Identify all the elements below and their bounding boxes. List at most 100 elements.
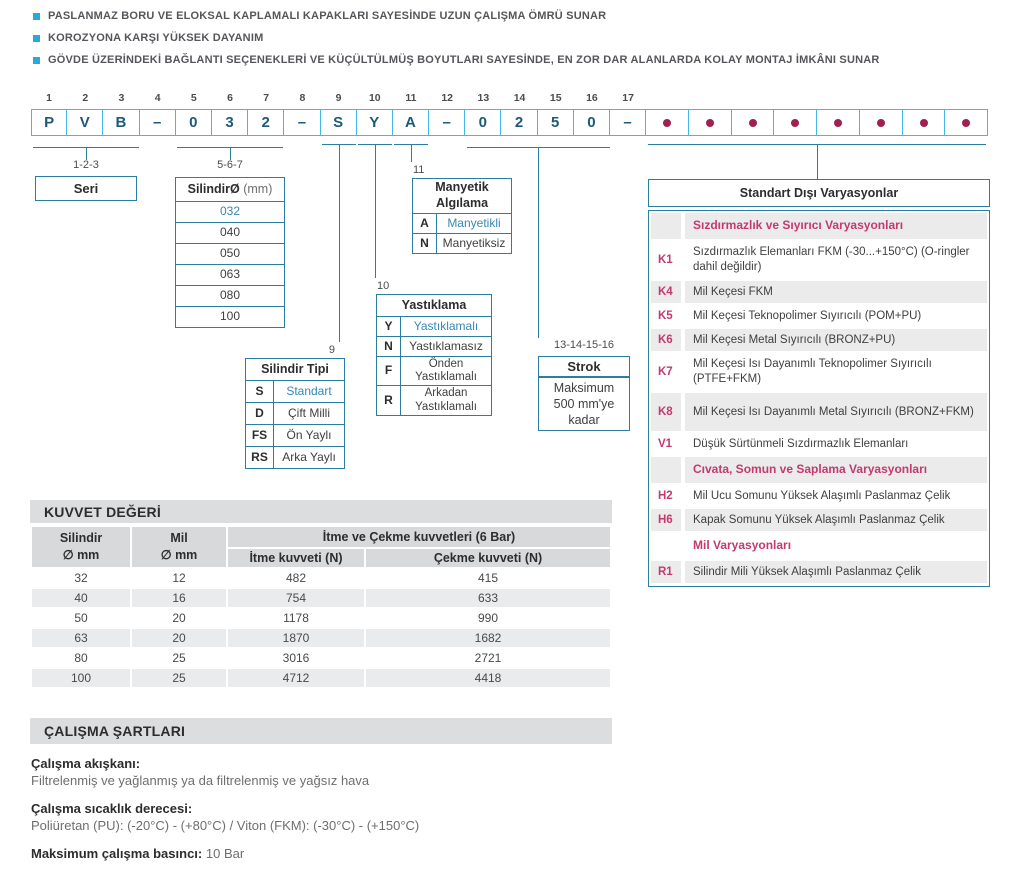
- variation-row: K7 Mil Keçesi Isı Dayanımlı Teknopolimer …: [658, 358, 932, 385]
- force-table: Silindir ∅ mm Mil ∅ mm İtme ve Çekme kuvve…: [30, 525, 612, 689]
- option-label: Arkadan Yastıklamalı: [400, 385, 492, 416]
- code-position-number: 6: [227, 92, 233, 104]
- code-char: S: [319, 109, 357, 136]
- feature-text: KOROZYONA KARŞI YÜKSEK DAYANIM: [48, 32, 264, 44]
- option-code: RS: [245, 446, 274, 469]
- col-header-cylinder: Silindir ∅ mm: [32, 527, 130, 567]
- option-code: A: [412, 213, 437, 234]
- code-cell: 15 5: [536, 92, 574, 136]
- option-label: Çift Milli: [273, 402, 345, 425]
- diameter-option: 063: [175, 264, 285, 286]
- col-header-rod: Mil ∅ mm: [132, 527, 226, 567]
- variation-row: H6 Kapak Somunu Yüksek Alaşımlı Paslanmaz…: [651, 509, 987, 531]
- variations-subheader: Cıvata, Somun ve Saplama Varyasyonları: [651, 457, 987, 483]
- option-label: Ön Yaylı: [273, 424, 345, 447]
- code-cell: 12 –: [428, 92, 466, 136]
- table-row: 100 25 4712 4418: [32, 669, 610, 687]
- code-cell-variation: [901, 92, 946, 136]
- diameter-option: 040: [175, 222, 285, 244]
- table-header: SilindirØ (mm): [175, 177, 285, 202]
- variation-row: R1 Silindir Mili Yüksek Alaşımlı Paslanma…: [651, 561, 987, 583]
- option-label: Yastıklamalı: [400, 316, 492, 337]
- code-cell: 8–: [283, 92, 321, 136]
- force-section-title: KUVVET DEĞERİ: [30, 500, 612, 523]
- code-char: 0: [174, 109, 212, 136]
- feature-text: GÖVDE ÜZERİNDEKİ BAĞLANTI SEÇENEKLERİ VE…: [48, 54, 880, 66]
- code-cell: 14 2: [500, 92, 538, 136]
- cylinder-diameter-table: SilindirØ (mm) 032 040 050 063 080 100: [175, 177, 285, 328]
- code-cell-variation: [858, 92, 903, 136]
- col-header-push: İtme kuvveti (N): [228, 549, 364, 567]
- bullet-square-icon: [33, 56, 40, 64]
- option-code: N: [412, 233, 437, 254]
- code-char: 0: [464, 109, 502, 136]
- connector-line: [230, 147, 231, 160]
- variation-dot-icon: [791, 118, 800, 127]
- code-cell-variation: [687, 92, 732, 136]
- variations-subheader: Mil Varyasyonları: [693, 538, 792, 553]
- cylinder-type-table: Silindir Tipi S Standart D Çift Milli FS Ön…: [245, 358, 345, 469]
- diameter-option: 100: [175, 306, 285, 328]
- option-label: Önden Yastıklamalı: [400, 355, 492, 387]
- table-header: Manyetik Algılama: [412, 178, 512, 214]
- code-position-number: 2: [82, 92, 89, 104]
- col-header-pull: Çekme kuvveti (N): [366, 549, 610, 567]
- variation-dot-icon: [876, 118, 885, 127]
- option-label: Yastıklamasız: [400, 336, 492, 357]
- code-char: Y: [355, 109, 393, 136]
- variation-dot-icon: [663, 118, 672, 127]
- option-code: S: [245, 380, 274, 403]
- code-cell: 13 0: [464, 92, 502, 136]
- code-char: –: [283, 109, 321, 136]
- code-cell-variation: [645, 92, 689, 136]
- code-char: V: [66, 109, 104, 136]
- variation-row: K6 Mil Keçesi Metal Sıyırıcılı (BRONZ+PU): [651, 329, 987, 351]
- option-code: D: [245, 402, 274, 425]
- option-code: R: [376, 385, 401, 416]
- variation-row: K1 Sızdırmazlık Elemanları FKM (-30...+15…: [658, 246, 970, 273]
- code-position-number: 9: [335, 92, 342, 104]
- code-position-number: 4: [154, 92, 161, 104]
- conditions-section-title: ÇALIŞMA ŞARTLARI: [30, 718, 612, 744]
- option-label: Arka Yaylı: [273, 446, 345, 469]
- stroke-note: Maksimum 500 mm'ye kadar: [538, 377, 630, 431]
- code-position-number: 1: [46, 92, 53, 104]
- code-char: 3: [210, 109, 249, 136]
- code-cell-variation: [773, 92, 818, 136]
- table-row: 80 25 3016 2721: [74, 651, 502, 665]
- cushioning-table: Yastıklama Y Yastıklamalı N Yastıklamasız …: [376, 294, 492, 416]
- table-header: Silindir Tipi: [245, 358, 345, 381]
- code-cell: 17 –: [609, 92, 647, 136]
- code-cell: 11 A: [391, 92, 430, 136]
- series-box: Seri: [35, 176, 137, 201]
- table-row: 50 20 1178 990: [74, 611, 499, 625]
- variation-dot-icon: [748, 118, 757, 127]
- variation-row: V1 Düşük Sürtünmeli Sızdırmazlık Elemanla…: [658, 437, 909, 450]
- code-position-number: 11: [405, 92, 417, 104]
- code-char: A: [391, 109, 430, 136]
- option-code: FS: [245, 424, 274, 447]
- option-code: N: [376, 336, 401, 357]
- code-char: –: [138, 109, 176, 136]
- variation-dot-icon: [834, 118, 843, 127]
- variation-dot-icon: [919, 118, 928, 127]
- fluid-value: Filtrelenmiş ve yağlanmış ya da filtrele…: [31, 773, 370, 788]
- variation-row: K5 Mil Keçesi Teknopolimer Sıyırıcılı (PO…: [658, 309, 922, 322]
- table-row: 63 20 1870 1682: [32, 629, 610, 647]
- diameter-option: 032: [175, 201, 285, 223]
- table-header: Yastıklama: [376, 294, 492, 317]
- code-char: P: [31, 109, 68, 136]
- connector-line: [538, 147, 539, 338]
- temperature-value: Poliüretan (PU): (-20°C) - (+80°C) / Vit…: [31, 818, 420, 833]
- position-label-seri: 1-2-3: [73, 159, 99, 171]
- code-cell-variation: [730, 92, 775, 136]
- stroke-header: Strok: [538, 356, 630, 377]
- code-position-number: 7: [263, 92, 270, 104]
- temperature-label: Çalışma sıcaklık derecesi:: [31, 801, 193, 816]
- table-row: 32 12 482 415: [74, 571, 499, 585]
- option-label: Standart: [273, 380, 345, 403]
